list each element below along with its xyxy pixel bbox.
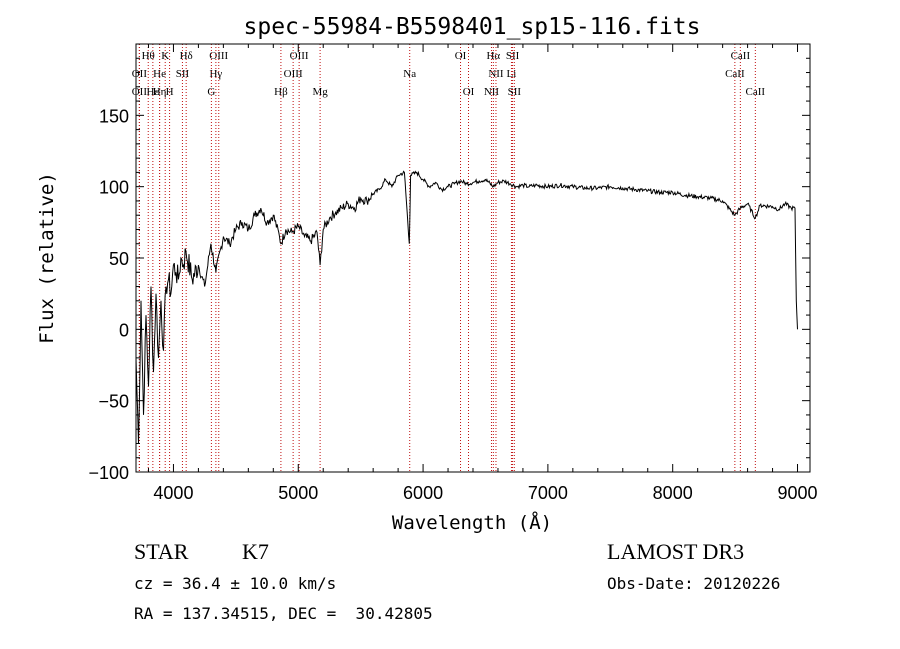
obs-date: Obs-Date: 20120226 <box>607 574 781 593</box>
y-tick-label: 150 <box>99 106 129 126</box>
x-axis-label: Wavelength (Å) <box>392 511 552 534</box>
line-label: SII <box>508 86 522 98</box>
y-tick-label: 50 <box>109 249 129 269</box>
x-tick-label: 7000 <box>528 483 568 503</box>
line-label: Hθ <box>142 50 155 62</box>
spectrum-series <box>135 170 798 444</box>
line-label: Hβ <box>274 86 288 98</box>
chart-title: spec-55984-B5598401_sp15-116.fits <box>244 14 701 40</box>
line-label: H <box>166 86 174 98</box>
line-label: OI <box>455 50 467 62</box>
line-label: OIII <box>290 50 309 62</box>
line-label: K <box>161 50 169 62</box>
x-tick-label: 5000 <box>278 483 318 503</box>
line-label: Hγ <box>209 68 222 80</box>
line-label: SII <box>176 68 190 80</box>
line-label: NII <box>488 68 504 80</box>
y-tick-label: 100 <box>99 178 129 198</box>
line-label: Hε <box>147 86 160 98</box>
line-label: OII <box>132 86 148 98</box>
x-tick-label: 8000 <box>653 483 693 503</box>
plot-frame <box>135 43 811 473</box>
y-tick-label: 0 <box>119 320 129 340</box>
x-tick-label: 9000 <box>777 483 817 503</box>
line-label: Mg <box>312 86 328 98</box>
y-tick-label: −100 <box>88 463 129 483</box>
object-class: STAR <box>134 539 189 564</box>
y-tick-label: −50 <box>98 392 129 412</box>
redshift-readout: cz = 36.4 ± 10.0 km/s <box>134 574 337 593</box>
spectrum-line <box>135 170 798 444</box>
line-label: Hα <box>486 50 500 62</box>
x-tick-label: 4000 <box>153 483 193 503</box>
line-label: NII <box>484 86 500 98</box>
line-label: CaII <box>746 86 766 98</box>
y-axis-label: Flux (relative) <box>36 172 58 344</box>
line-label: OIII <box>209 50 228 62</box>
coordinates: RA = 137.34515, DEC = 30.42805 <box>134 604 433 623</box>
line-label: Hη <box>153 86 167 98</box>
survey-name: LAMOST DR3 <box>607 539 745 564</box>
x-axis-ticks: 4000 5000 6000 7000 8000 9000 <box>147 44 818 503</box>
line-label: SII <box>506 50 520 62</box>
line-label: CaII <box>731 50 751 62</box>
y-axis-ticks: −100 −50 0 50 100 150 <box>88 57 810 483</box>
object-subclass: K7 <box>242 539 269 564</box>
line-label: Hδ <box>180 50 193 62</box>
line-label: Li <box>507 68 517 80</box>
line-label: OIII <box>284 68 303 80</box>
line-label: CaII <box>725 68 745 80</box>
line-label: Na <box>403 68 416 80</box>
line-label: OI <box>463 86 475 98</box>
x-tick-label: 6000 <box>403 483 443 503</box>
line-label: G <box>207 86 215 98</box>
